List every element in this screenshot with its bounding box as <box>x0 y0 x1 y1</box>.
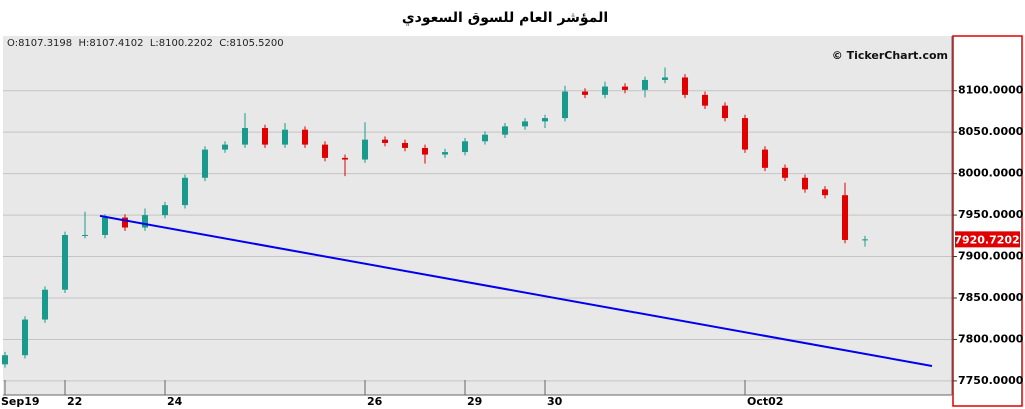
y-tick-label: 7950.0000 <box>958 208 1024 221</box>
candle-body <box>722 105 728 119</box>
candle-body <box>482 134 488 142</box>
candle-body <box>202 149 208 178</box>
candle-body <box>342 157 348 160</box>
candle-body <box>382 139 388 143</box>
candle-body <box>2 355 8 365</box>
x-tick-label: 24 <box>167 395 183 408</box>
candle-body <box>22 319 28 356</box>
y-tick-label: 7800.0000 <box>958 332 1024 345</box>
y-tick-label: 8050.0000 <box>958 125 1024 138</box>
candle-body <box>262 128 268 145</box>
candle-body <box>302 129 308 145</box>
candle-body <box>162 205 168 216</box>
candle-body <box>402 142 408 148</box>
candle-body <box>122 217 128 228</box>
x-tick-label: Oct02 <box>747 395 783 408</box>
candle-body <box>662 77 668 80</box>
x-tick-label: 26 <box>367 395 383 408</box>
candle-body <box>802 177 808 190</box>
candle-body <box>182 177 188 206</box>
candle-body <box>242 128 248 145</box>
candle-body <box>562 91 568 119</box>
candle-body <box>282 129 288 145</box>
x-tick-label: 22 <box>67 395 82 408</box>
chart-title: المؤشر العام للسوق السعودي <box>402 10 608 27</box>
candle-body <box>682 77 688 95</box>
candle-body <box>142 215 148 228</box>
trend-line <box>99 214 933 367</box>
y-tick-label: 7750.0000 <box>958 374 1024 387</box>
candle-body <box>442 152 448 155</box>
candle-body <box>642 79 648 90</box>
candle-body <box>502 126 508 135</box>
y-tick-label: 7900.0000 <box>958 250 1024 263</box>
candle-body <box>222 144 228 150</box>
candle-body <box>842 195 848 240</box>
candle-body <box>462 141 468 153</box>
candle-body <box>322 144 328 158</box>
x-tick-label: 30 <box>547 395 563 408</box>
candle-body <box>62 234 68 290</box>
candle-body <box>522 121 528 127</box>
candle-body <box>822 189 828 196</box>
x-tick-label: Sep19 <box>1 395 40 408</box>
last-price-tag <box>955 231 1020 248</box>
candle-body <box>862 239 868 241</box>
ohlc-header: O:8107.3198 H:8107.4102 L:8100.2202 C:81… <box>7 38 284 49</box>
candle-body <box>762 149 768 168</box>
candle-body <box>782 167 788 178</box>
candle-body <box>742 118 748 150</box>
candle-body <box>102 217 108 235</box>
candle-body <box>622 86 628 90</box>
x-tick-label: 29 <box>467 395 482 408</box>
candle-body <box>602 86 608 95</box>
candle-body <box>582 91 588 95</box>
y-tick-label: 7850.0000 <box>958 291 1024 304</box>
price-axis <box>952 35 1023 407</box>
candle-body <box>702 94 708 106</box>
candle-body <box>82 234 88 236</box>
last-price-label: 7920.7202 <box>954 233 1019 246</box>
y-tick-label: 8000.0000 <box>958 167 1024 180</box>
y-tick-label: 8100.0000 <box>958 84 1024 97</box>
candle-body <box>362 139 368 160</box>
candle-body <box>422 147 428 155</box>
candle-body <box>42 289 48 320</box>
candle-body <box>542 118 548 122</box>
watermark: © TickerChart.com <box>832 49 948 62</box>
